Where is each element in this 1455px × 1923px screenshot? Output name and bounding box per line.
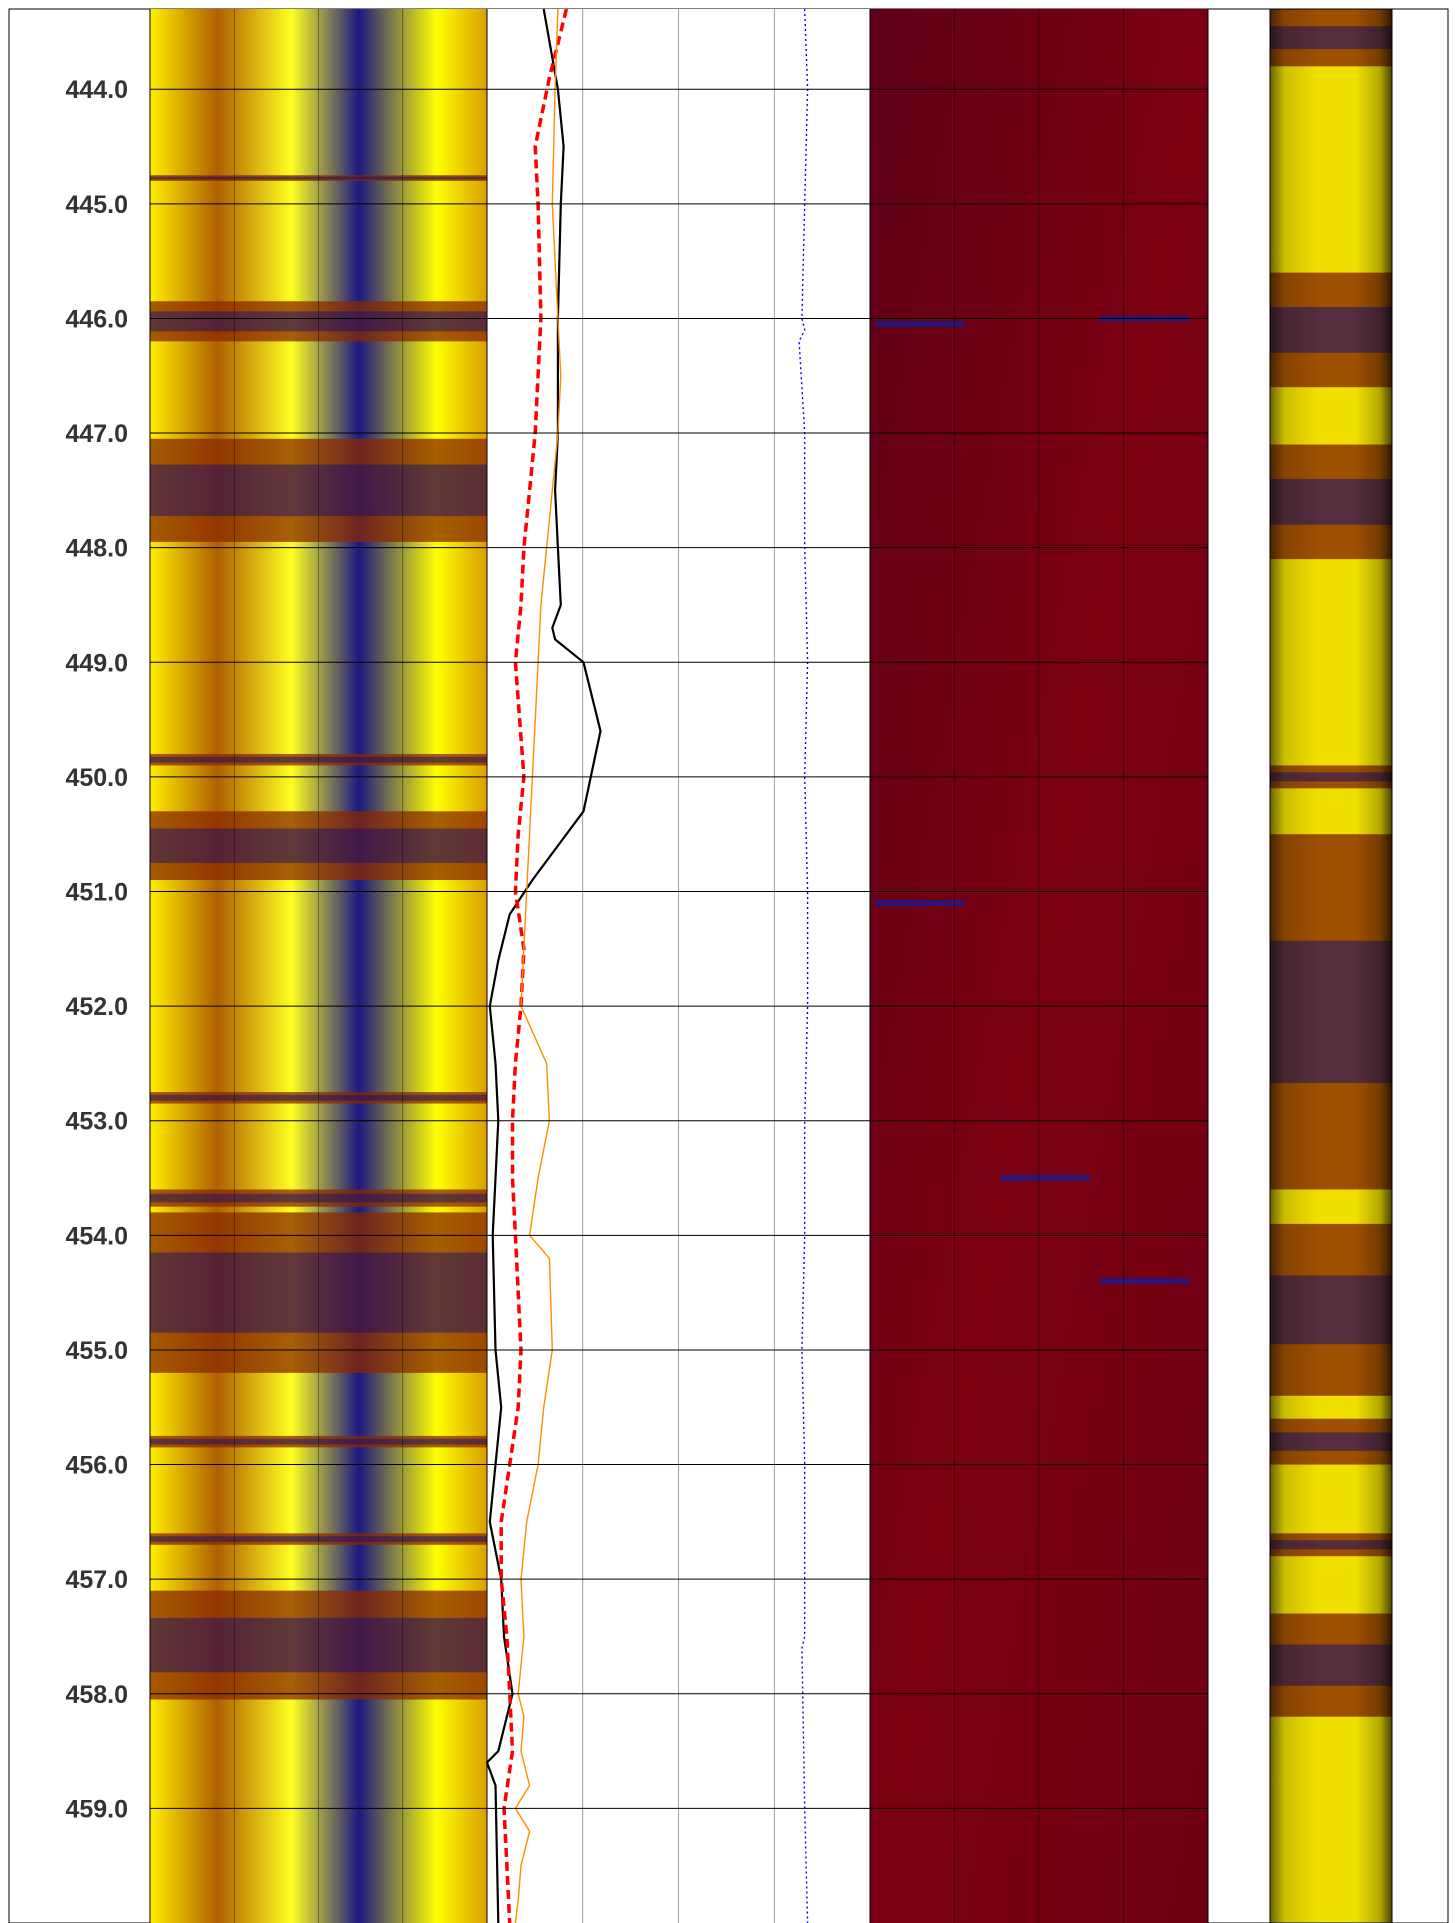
depth-label: 447.0 (65, 420, 128, 448)
curve-series-2 (514, 8, 562, 1923)
curve-series-1 (499, 8, 569, 1923)
image-2-event-0 (875, 321, 965, 328)
depth-label: 451.0 (65, 879, 128, 907)
track-separators (149, 9, 1209, 1923)
depth-label: 444.0 (65, 76, 128, 104)
track-cylinder-shading (1270, 9, 1392, 1923)
curve-series-3 (798, 8, 809, 1923)
depth-label: 457.0 (65, 1566, 128, 1594)
depth-label: 450.0 (65, 764, 128, 792)
depth-label: 459.0 (65, 1795, 128, 1823)
depth-label: 446.0 (65, 305, 128, 333)
track-cylinder (1269, 8, 1393, 1923)
grid-layer (150, 9, 1208, 1923)
curves-layer (485, 8, 809, 1923)
depth-label: 453.0 (65, 1108, 128, 1136)
depth-label: 449.0 (65, 649, 128, 677)
depth-label: 452.0 (65, 993, 128, 1021)
depth-label: 455.0 (65, 1337, 128, 1365)
depth-labels: 444.0 445.0 446.0 447.0 448.0 449.0 450.0 451.0… (65, 76, 128, 1823)
depth-label: 458.0 (65, 1681, 128, 1709)
depth-label: 456.0 (65, 1452, 128, 1480)
image-2-event-4 (1100, 1278, 1190, 1285)
image-2-event-2 (875, 899, 965, 906)
depth-label: 445.0 (65, 191, 128, 219)
image-2-event-3 (1000, 1175, 1090, 1182)
depth-label: 448.0 (65, 535, 128, 563)
depth-label: 454.0 (65, 1222, 128, 1250)
track-cylinder-outline (1269, 8, 1393, 1923)
